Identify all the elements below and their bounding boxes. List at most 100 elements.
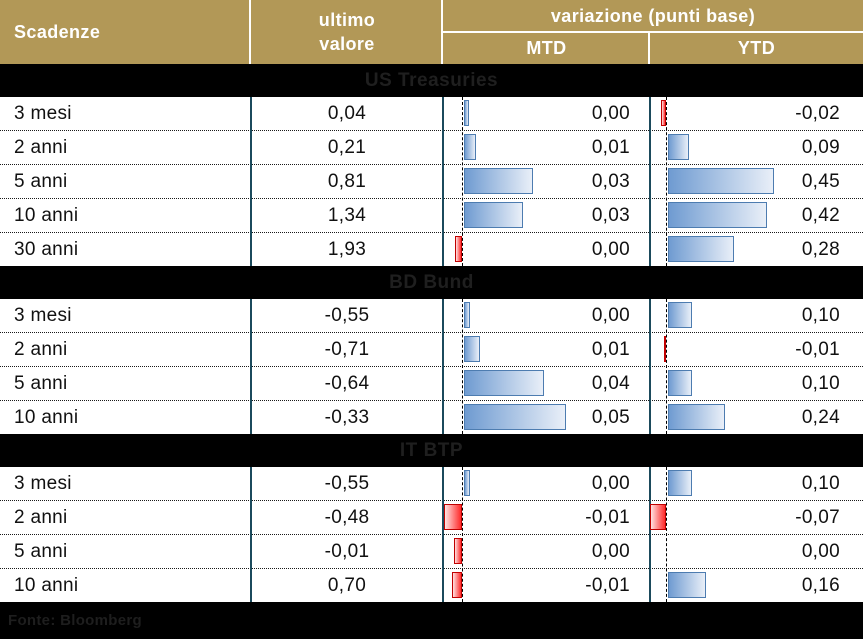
zero-baseline	[462, 467, 463, 602]
table-row: 3 mesi -0,55 0,00 0,10	[0, 299, 863, 332]
column-divider-line	[442, 299, 444, 434]
last-value: -0,55	[324, 305, 370, 326]
maturity-label: 5 anni	[14, 373, 68, 394]
mtd-value: 0,03	[591, 171, 630, 192]
mtd-bar	[464, 404, 566, 430]
section-rows: 3 mesi -0,55 0,00 0,10 2 anni -0,71 0,01 -0,01 5…	[0, 299, 863, 434]
ytd-bar	[668, 202, 767, 228]
mtd-bar	[455, 236, 462, 262]
zero-baseline	[666, 467, 667, 602]
mtd-bar	[464, 302, 470, 328]
header-variation: variazione (punti base)	[550, 5, 756, 26]
zero-baseline	[666, 299, 667, 434]
mtd-bar	[464, 168, 533, 194]
column-divider-line	[250, 467, 252, 602]
maturity-label: 10 anni	[14, 205, 79, 226]
ytd-value: 0,42	[801, 205, 840, 226]
ytd-value: 0,09	[801, 137, 840, 158]
mtd-bar	[464, 336, 480, 362]
ytd-bar	[650, 504, 666, 530]
column-divider-line	[442, 97, 444, 266]
mtd-value: 0,00	[591, 541, 630, 562]
maturity-label: 30 anni	[14, 239, 79, 260]
table-row: 5 anni 0,81 0,03 0,45	[0, 164, 863, 198]
mtd-value: 0,05	[591, 407, 630, 428]
ytd-value: 0,45	[801, 171, 840, 192]
ytd-value: -0,02	[795, 103, 840, 124]
maturity-label: 3 mesi	[14, 473, 72, 494]
column-divider-line	[649, 299, 651, 434]
section-rows: 3 mesi 0,04 0,00 -0,02 2 anni 0,21 0,01 0,09 5 a…	[0, 97, 863, 266]
ytd-bar	[668, 404, 725, 430]
ytd-bar	[668, 134, 689, 160]
mtd-bar	[464, 202, 523, 228]
header-divider	[443, 31, 863, 33]
last-value: 0,21	[327, 137, 367, 158]
mtd-bar	[464, 134, 476, 160]
ytd-value: 0,24	[801, 407, 840, 428]
maturity-label: 2 anni	[14, 339, 68, 360]
mtd-bar	[464, 370, 544, 396]
last-value: 1,93	[327, 239, 367, 260]
maturity-label: 5 anni	[14, 541, 68, 562]
column-divider-line	[250, 299, 252, 434]
table-row: 30 anni 1,93 0,00 0,28	[0, 232, 863, 266]
maturity-label: 2 anni	[14, 137, 68, 158]
ytd-value: -0,01	[795, 339, 840, 360]
column-divider-line	[250, 97, 252, 266]
header-ytd: YTD	[737, 37, 776, 58]
last-value: -0,64	[324, 373, 370, 394]
column-divider-line	[649, 97, 651, 266]
zero-baseline	[666, 97, 667, 266]
header-mtd: MTD	[526, 37, 567, 58]
section-title: IT BTP	[0, 434, 863, 467]
table-row: 10 anni -0,33 0,05 0,24	[0, 400, 863, 434]
mtd-value: 0,01	[591, 137, 630, 158]
section-title: US Treasuries	[0, 64, 863, 97]
mtd-value: 0,00	[591, 239, 630, 260]
column-divider-line	[442, 467, 444, 602]
table-row: 3 mesi -0,55 0,00 0,10	[0, 467, 863, 500]
table-body: US Treasuries 3 mesi 0,04 0,00 -0,02 2 anni 0,…	[0, 64, 863, 602]
mtd-value: 0,00	[591, 473, 630, 494]
header-divider	[249, 0, 251, 64]
last-value: 0,81	[327, 171, 367, 192]
zero-baseline	[462, 97, 463, 266]
mtd-value: 0,01	[591, 339, 630, 360]
table-row: 3 mesi 0,04 0,00 -0,02	[0, 97, 863, 130]
mtd-bar	[444, 504, 462, 530]
maturity-label: 10 anni	[14, 575, 79, 596]
ytd-bar	[668, 470, 692, 496]
table-row: 10 anni 1,34 0,03 0,42	[0, 198, 863, 232]
table-row: 2 anni -0,71 0,01 -0,01	[0, 332, 863, 366]
ytd-value: 0,00	[801, 541, 840, 562]
mtd-bar	[464, 470, 470, 496]
mtd-value: 0,03	[591, 205, 630, 226]
ytd-bar	[668, 302, 692, 328]
last-value: 0,70	[327, 575, 367, 596]
mtd-bar	[464, 100, 469, 126]
mtd-value: -0,01	[585, 575, 630, 596]
ytd-bar	[668, 236, 734, 262]
last-value: -0,33	[324, 407, 370, 428]
column-divider-line	[649, 467, 651, 602]
ytd-value: 0,10	[801, 473, 840, 494]
mtd-bar	[454, 538, 462, 564]
last-value: -0,55	[324, 473, 370, 494]
table-row: 2 anni -0,48 -0,01 -0,07	[0, 500, 863, 534]
last-value: 0,04	[327, 103, 367, 124]
table-header: Scadenze ultimo valore variazione (punti…	[0, 0, 863, 64]
section-title: BD Bund	[0, 266, 863, 299]
mtd-value: 0,00	[591, 103, 630, 124]
mtd-bar	[452, 572, 462, 598]
last-value: -0,48	[324, 507, 370, 528]
ytd-value: -0,07	[795, 507, 840, 528]
header-divider	[441, 0, 443, 64]
ytd-bar	[668, 572, 706, 598]
header-last-value: ultimo valore	[251, 0, 443, 64]
ytd-value: 0,10	[801, 373, 840, 394]
header-divider	[648, 32, 650, 64]
mtd-value: 0,00	[591, 305, 630, 326]
ytd-bar	[661, 100, 666, 126]
mtd-value: -0,01	[585, 507, 630, 528]
